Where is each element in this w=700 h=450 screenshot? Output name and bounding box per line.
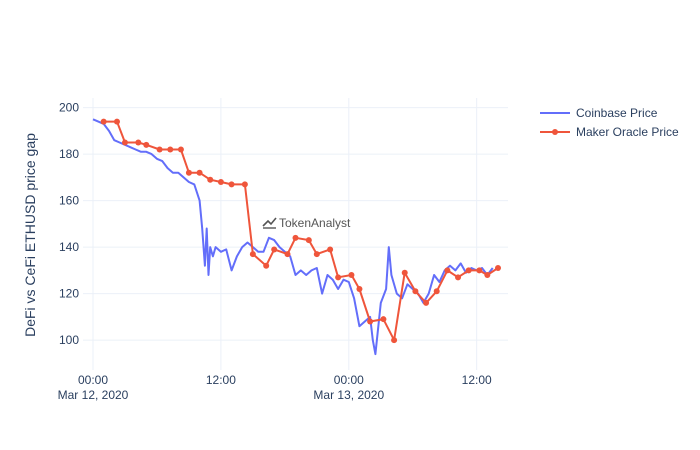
data-point [185,169,192,176]
data-point [135,139,142,146]
watermark-label: TokenAnalyst [279,216,351,230]
data-point [228,181,235,188]
data-point [423,299,430,306]
series-layer [92,118,501,356]
data-point [313,251,320,258]
data-point [113,118,120,125]
y-tick-label: 200 [59,101,79,115]
data-point [100,118,107,125]
y-tick-label: 180 [59,147,79,161]
y-tick-label: 120 [59,287,79,301]
data-point [284,251,291,258]
y-tick-label: 140 [59,240,79,254]
legend-item-maker[interactable]: Maker Oracle Price [540,125,679,139]
token-analyst-watermark: TokenAnalyst [262,216,351,230]
legend-item-coinbase[interactable]: Coinbase Price [540,106,658,120]
data-point [391,337,398,344]
y-tick-label: 100 [59,333,79,347]
data-point [356,285,363,292]
data-point [167,146,174,153]
data-point [348,272,355,279]
y-tick-label: 160 [59,194,79,208]
legend-label-coinbase: Coinbase Price [576,106,658,120]
data-point [476,267,483,274]
data-point [271,246,278,253]
data-point [412,288,419,295]
x-tick-date-label: Mar 12, 2020 [58,388,129,402]
token-analyst-logo-icon [262,217,277,229]
data-point [401,269,408,276]
data-point [249,251,256,258]
data-point [207,176,214,183]
data-point [143,141,150,148]
data-point [484,272,491,279]
data-point [335,274,342,281]
data-point [444,267,451,274]
data-point [305,237,312,244]
data-point [121,139,128,146]
data-point [177,146,184,153]
x-tick-label: 00:00 [78,373,108,387]
legend-marker-maker [552,129,558,135]
y-axis-title: DeFi vs CeFi ETHUSD price gap [22,133,38,337]
data-point [196,169,203,176]
legend: Coinbase Price Maker Oracle Price [540,106,679,139]
data-point [217,179,224,186]
data-point [495,265,501,272]
x-tick-date-label: Mar 13, 2020 [313,388,384,402]
data-point [433,288,440,295]
grid-layer [83,98,508,370]
data-point [380,316,387,323]
legend-label-maker: Maker Oracle Price [576,125,679,139]
data-point [465,267,472,274]
data-point [241,181,248,188]
data-point [263,262,270,269]
x-tick-label: 12:00 [462,373,492,387]
data-point [292,234,299,241]
x-tick-label: 00:00 [334,373,364,387]
x-tick-label: 12:00 [206,373,236,387]
data-point [327,246,334,253]
data-point [455,274,462,281]
data-point [156,146,163,153]
data-point [367,318,374,325]
